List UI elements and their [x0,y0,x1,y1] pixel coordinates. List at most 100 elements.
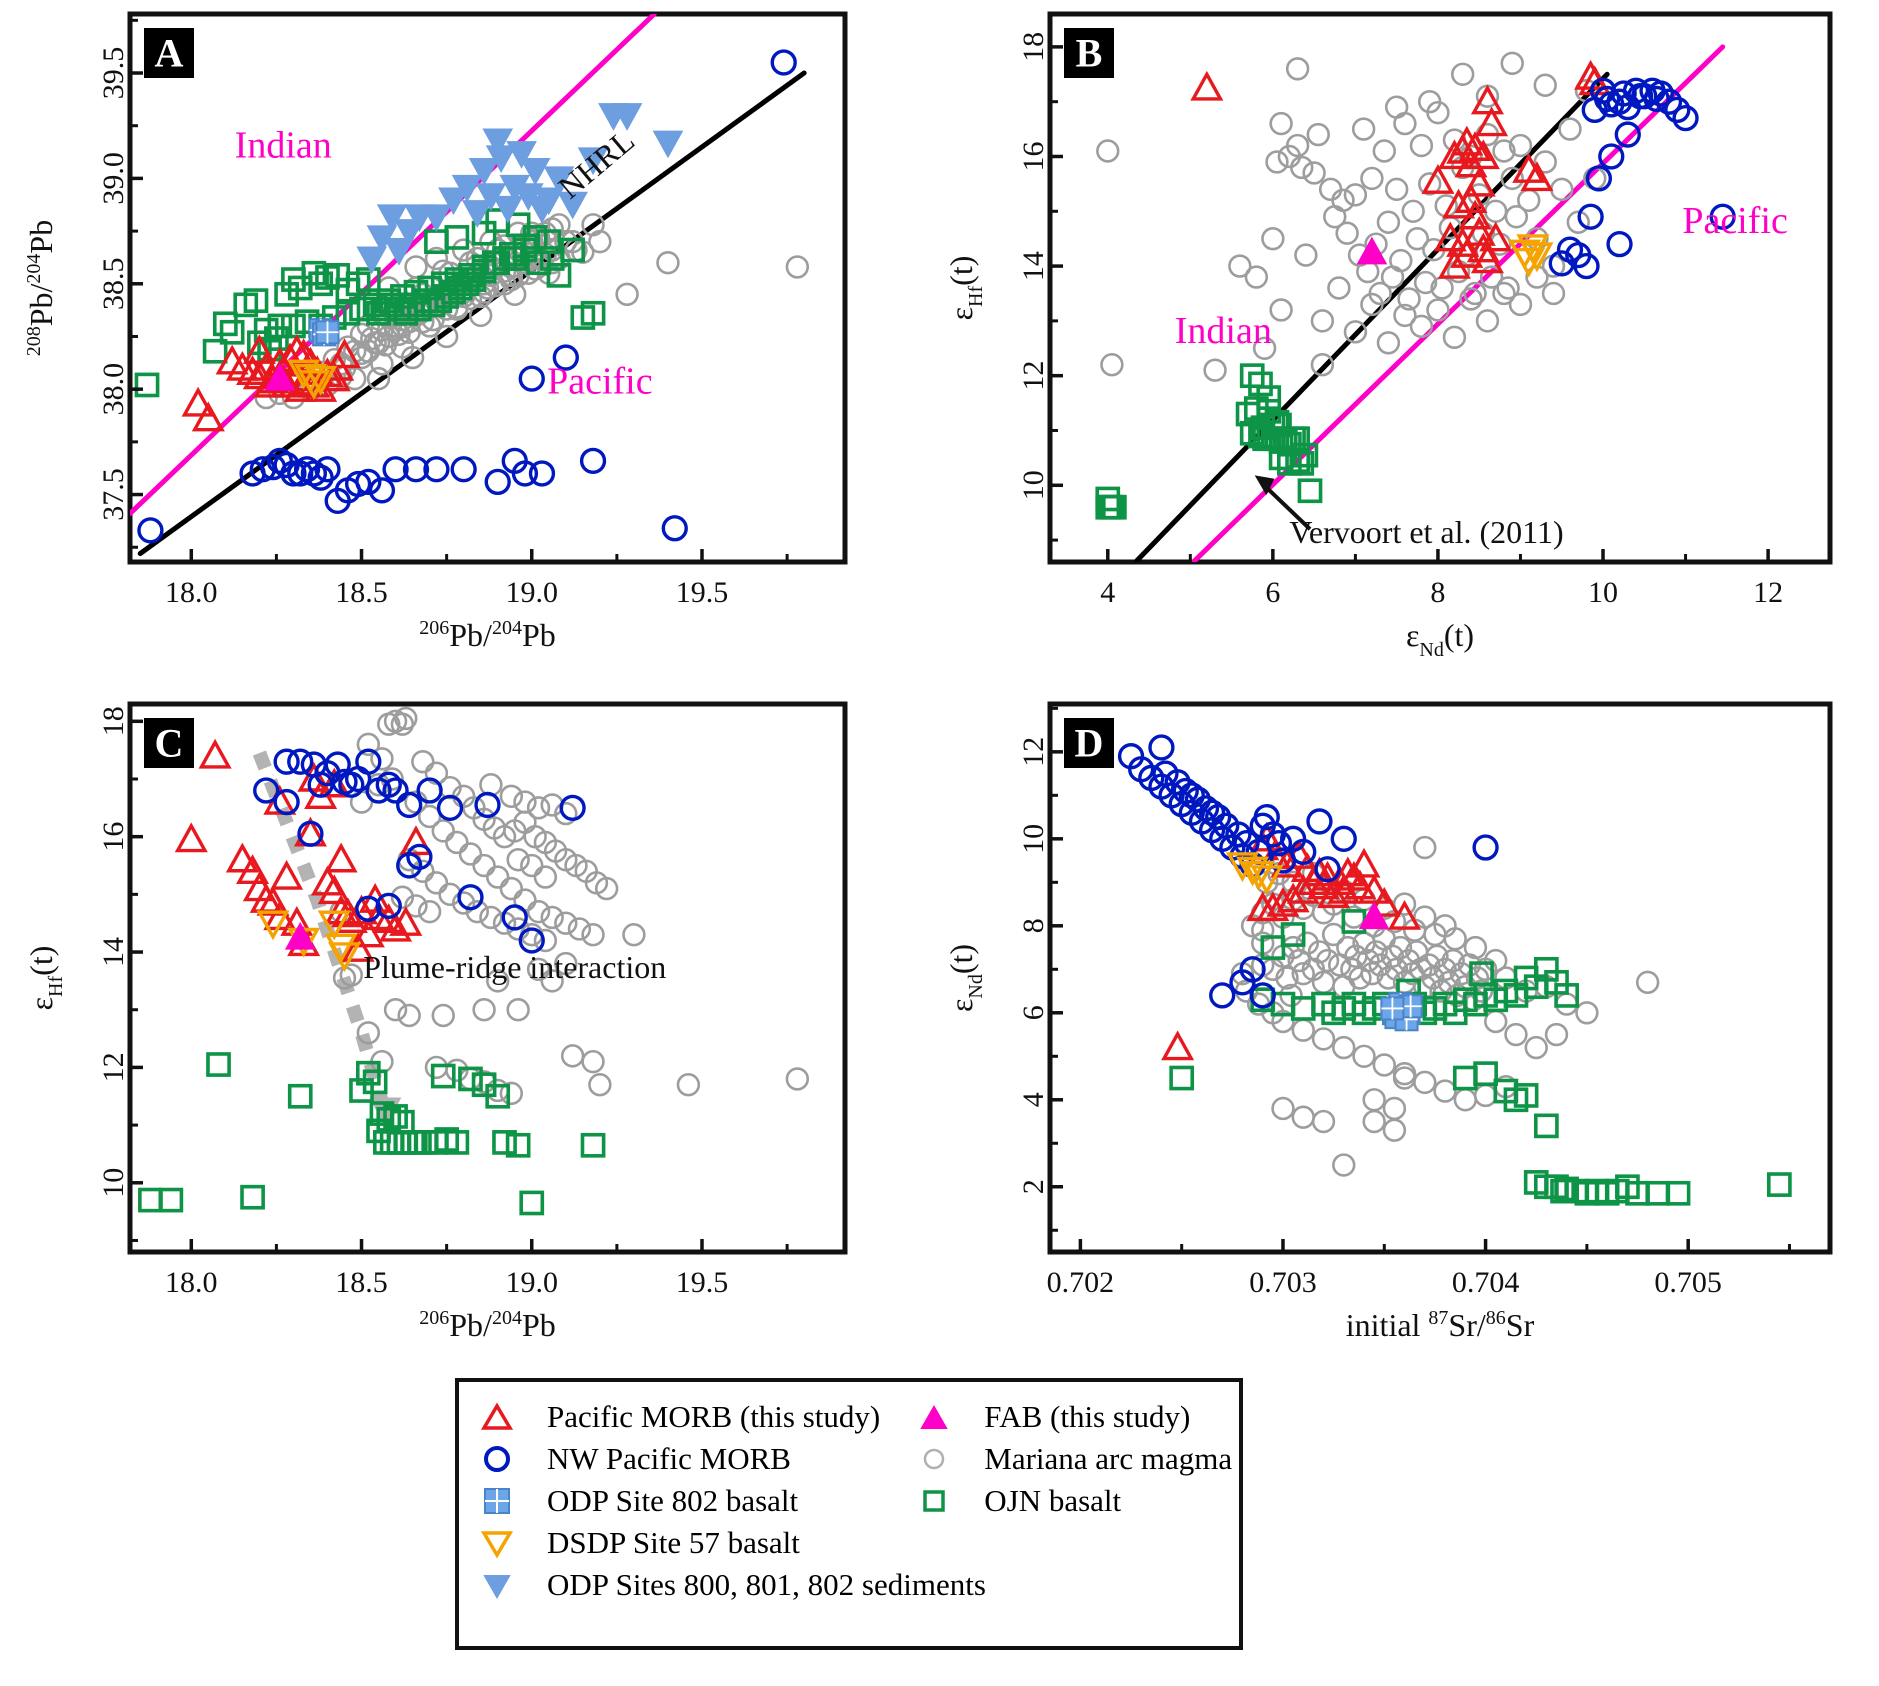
data-point [1362,1109,1386,1134]
data-point [1437,248,1471,279]
data-point [1261,226,1285,251]
data-point [366,366,391,391]
data-point [1239,363,1265,389]
data-point [1409,133,1434,158]
data-point [1475,309,1500,333]
data-point [297,370,331,400]
data-point [1352,1044,1376,1068]
x-tick-label: 19.5 [676,1266,729,1299]
data-point [656,251,680,275]
y-axis-label: εHf(t) [23,946,67,1011]
data-point [1452,1065,1478,1091]
panel-letter-badge: C [144,718,194,768]
data-point [1508,133,1533,158]
data-point [206,1052,231,1077]
series-nw-pacific-morb [137,49,797,544]
data-point [376,288,402,314]
data-point [411,749,435,774]
data-point [1709,203,1736,230]
y-tick-label: 10 [1017,824,1050,854]
data-point [1285,448,1310,473]
reference-line [130,14,657,517]
data-point [1421,163,1455,194]
data-point [580,1132,606,1158]
data-point [1367,886,1401,917]
series-odp-site-802-basalt [308,318,340,347]
y-tick-label: 10 [97,1168,130,1198]
data-point [1265,150,1289,174]
data-point [1524,1035,1548,1060]
vervoort-arrow-head [1254,475,1275,496]
data-point [314,456,341,483]
data-point [1533,73,1557,97]
data-point [505,212,531,238]
data-point [1450,237,1484,268]
data-point [1384,177,1409,202]
data-point [310,865,345,896]
data-point [676,1073,701,1097]
data-point [1472,834,1499,861]
data-point [1479,265,1504,289]
data-point [1500,51,1524,76]
data-point [526,957,551,982]
data-point [528,460,556,487]
data-point [253,777,280,804]
y-tick-label: 12 [1017,361,1050,391]
data-point [1372,139,1396,163]
data-point [356,1021,381,1045]
plot-frame [127,11,848,565]
data-point [1277,450,1302,476]
indian-label: Indian [235,124,332,166]
data-point [1297,478,1323,504]
data-point [444,1130,470,1155]
y-tick-label: 38.5 [97,258,130,311]
axis-ticks: 18.0 18.5 19.0 19.5 37.5 38.0 38.5 39.0 39.5 [97,18,789,609]
y-axis-label: 208Pb/204Pb [23,220,59,356]
data-point [1665,1180,1691,1206]
data-point [287,1083,313,1109]
data-point [552,344,579,371]
data-point [499,1081,524,1106]
data-point [431,819,455,843]
data-point [458,842,483,866]
data-point [339,963,364,987]
data-point [1517,188,1541,213]
x-tick-label: 4 [1100,576,1115,609]
data-point [1260,935,1286,960]
data-point [1433,221,1467,252]
data-point [174,822,208,853]
data-point [543,166,575,195]
data-point [785,255,810,279]
data-point [506,141,537,169]
data-point [1228,254,1252,278]
legend-label-dsdp57-basalt: DSDP Site 57 basalt [547,1525,800,1560]
data-point [297,820,324,847]
data-point [540,905,564,930]
data-point [1382,1118,1407,1142]
series-dsdp-site-57-basalt [1508,234,1554,278]
data-point [1520,161,1554,192]
panel-c: 18.0 18.5 19.0 19.5 10 12 14 16 18 C 206Pb/204Pb εH… [0,690,900,1380]
data-point [482,128,514,157]
data-point [1614,121,1641,148]
legend-symbol-odp802-basalt-icon [473,1480,541,1522]
data-point [1554,983,1579,1008]
series-fab-this-study- [284,921,316,950]
data-point [445,830,469,855]
data-point [486,969,510,993]
data-point [1554,992,1579,1016]
legend-label-pacific-morb: Pacific MORB (this study) [547,1399,881,1434]
data-point [457,884,484,911]
data-point [393,1130,419,1155]
data-point [297,761,331,792]
data-point [1306,122,1330,147]
data-point [1198,799,1226,826]
data-point [458,262,483,288]
y-tick-label: 8 [1017,918,1050,933]
data-point [1450,62,1475,86]
data-point [1327,276,1351,300]
y-tick-label: 6 [1017,1005,1050,1020]
data-point [304,372,338,402]
data-point [1421,966,1445,990]
